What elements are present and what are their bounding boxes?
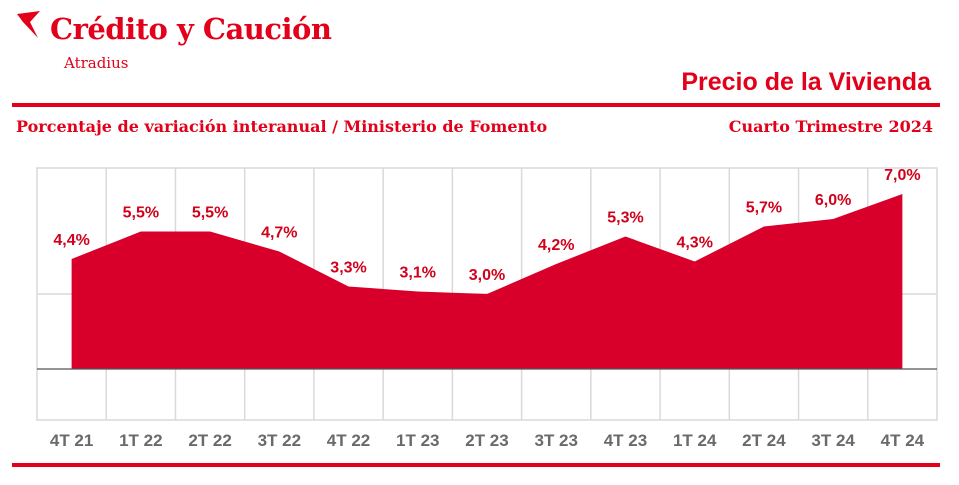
x-tick-label: 3T 22 [258, 431, 301, 450]
report-period: Cuarto Trimestre 2024 [728, 117, 933, 136]
x-tick-label: 4T 21 [50, 431, 93, 450]
data-label: 3,3% [330, 260, 366, 277]
x-tick-label: 1T 22 [119, 431, 162, 450]
brand-mark-icon [17, 11, 40, 38]
data-label: 4,4% [53, 232, 89, 249]
data-label: 4,7% [261, 225, 297, 242]
data-label: 7,0% [884, 167, 920, 184]
data-label: 6,0% [815, 192, 851, 209]
x-tick-label: 1T 24 [673, 431, 717, 450]
data-label: 3,0% [469, 267, 505, 284]
x-tick-label: 3T 24 [811, 431, 855, 450]
brand-subtitle: Atradius [64, 54, 129, 72]
top-rule [12, 103, 940, 107]
data-label: 4,3% [676, 235, 712, 252]
chart-subtitle: Porcentaje de variación interanual / Min… [16, 117, 548, 136]
data-label: 5,7% [746, 200, 782, 217]
x-tick-label: 3T 23 [534, 431, 577, 450]
bottom-rule [12, 463, 940, 467]
area-series [71, 194, 903, 369]
x-tick-label: 1T 23 [396, 431, 439, 450]
x-tick-label: 4T 24 [881, 431, 925, 450]
brand-name: Crédito y Caución [50, 12, 332, 46]
data-label: 5,5% [192, 205, 228, 222]
x-tick-label: 4T 23 [604, 431, 647, 450]
x-tick-label: 2T 24 [742, 431, 786, 450]
data-label: 4,2% [538, 237, 574, 254]
x-tick-label: 2T 22 [188, 431, 231, 450]
x-tick-label: 4T 22 [327, 431, 370, 450]
data-label: 5,3% [607, 210, 643, 227]
report-title: Precio de la Vivienda [681, 68, 931, 96]
data-label: 5,5% [123, 205, 159, 222]
data-label: 3,1% [400, 265, 436, 282]
x-tick-label: 2T 23 [465, 431, 508, 450]
